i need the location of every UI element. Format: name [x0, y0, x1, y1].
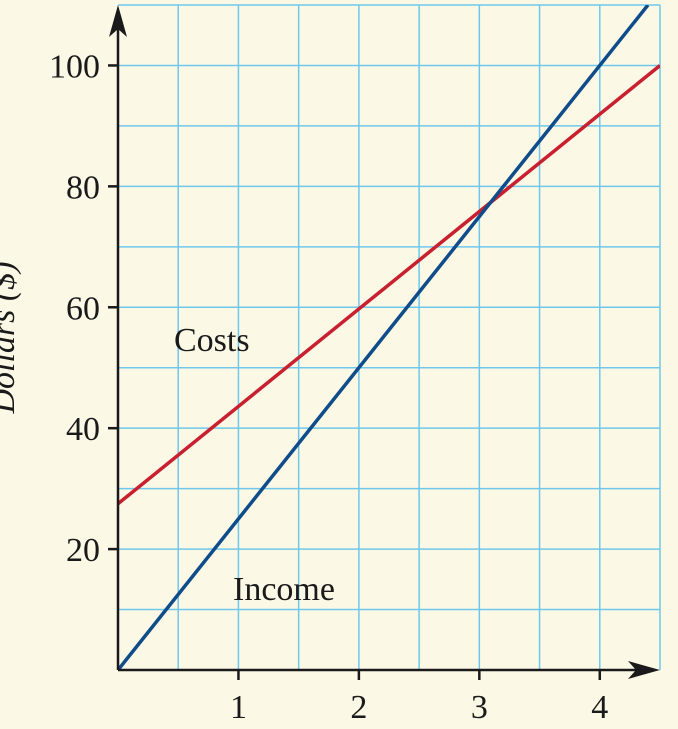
- y-axis-label: Dollars ($): [0, 261, 22, 414]
- x-tick-label: 2: [350, 689, 367, 726]
- labels: Dollars ($) Costs Income: [0, 261, 335, 608]
- costs-line: [118, 64, 660, 506]
- y-tick-label: 80: [66, 169, 100, 206]
- y-tick-label: 40: [66, 411, 100, 448]
- series-lines: [118, 5, 660, 670]
- x-axis-arrow: [628, 661, 660, 679]
- axes: 1 2 3 4 20 40 60 80 100: [49, 5, 660, 726]
- y-tick-label: 20: [66, 532, 100, 569]
- income-series-label: Income: [233, 571, 335, 608]
- y-tick-label: 100: [49, 48, 100, 85]
- y-axis-arrow: [109, 5, 127, 37]
- x-tick-label: 1: [230, 689, 247, 726]
- y-tick-label: 60: [66, 290, 100, 327]
- x-tick-label: 4: [591, 689, 608, 726]
- income-line: [118, 5, 650, 670]
- grid: [118, 4, 661, 670]
- costs-series-label: Costs: [174, 322, 250, 359]
- x-tick-label: 3: [471, 689, 488, 726]
